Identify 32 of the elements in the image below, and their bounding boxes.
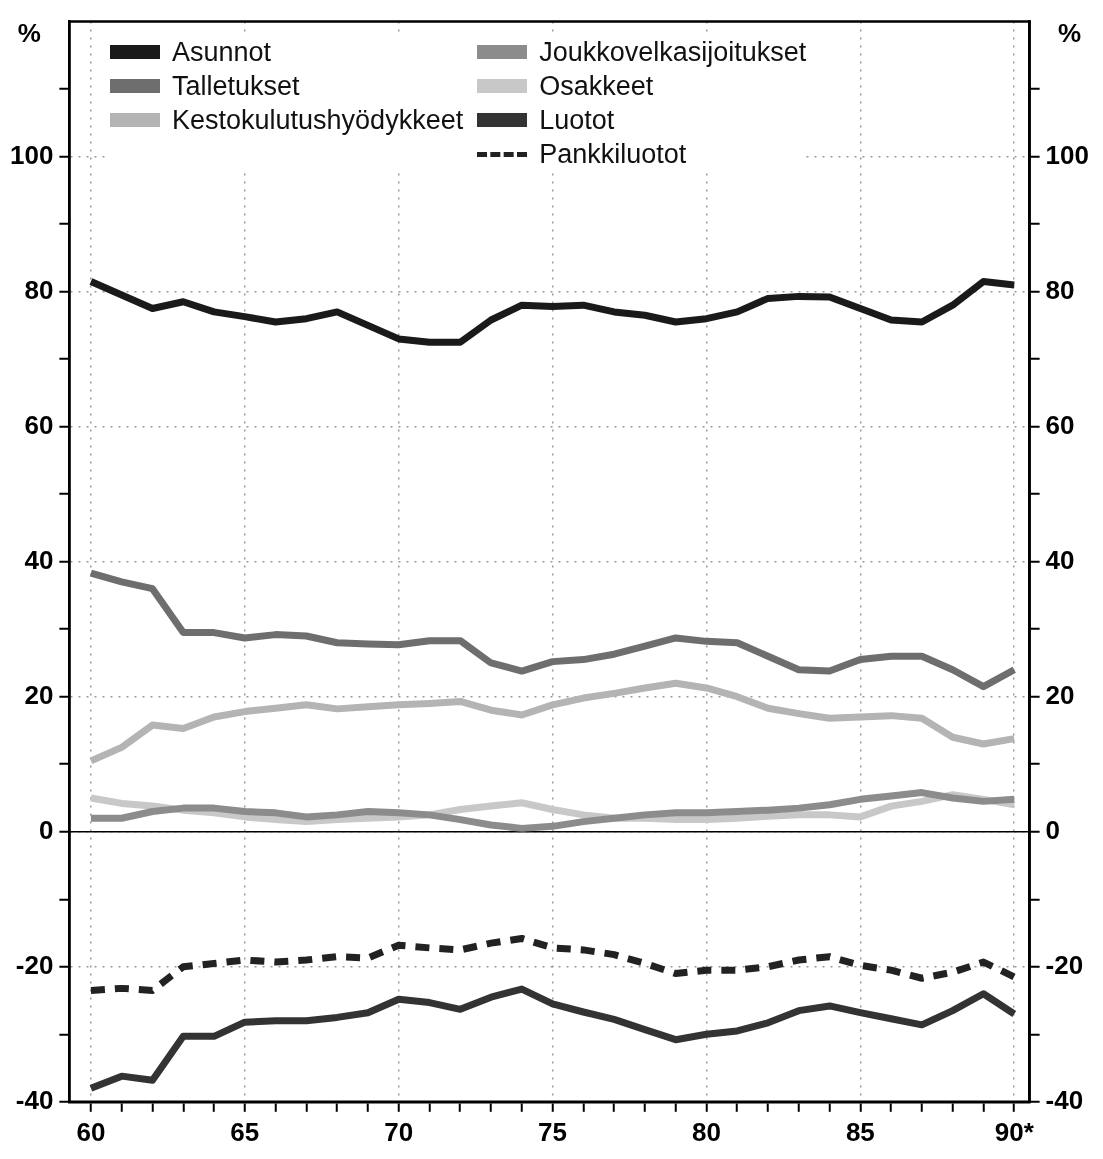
y-tick-label: 100: [9, 139, 54, 170]
x-tick-label: 90*: [994, 1116, 1035, 1147]
y2-axis-title: %: [1058, 18, 1082, 49]
x-tick-label: 60: [76, 1116, 106, 1147]
y2-tick-label: 20: [1045, 679, 1075, 710]
legend-label: Joukkovelkasijoitukset: [539, 36, 807, 68]
legend-label: Osakkeet: [539, 70, 654, 102]
y2-tick-label: 100: [1045, 139, 1090, 170]
y-tick-label: 80: [24, 274, 54, 305]
legend-label: Talletukset: [172, 70, 300, 102]
x-tick-label: 70: [384, 1116, 414, 1147]
legend-label: Asunnot: [172, 36, 272, 68]
y-tick-label: -20: [15, 949, 54, 980]
y2-tick-label: 80: [1045, 274, 1075, 305]
y2-tick-label: 60: [1045, 409, 1075, 440]
x-tick-label: 65: [230, 1116, 260, 1147]
y-tick-label: 0: [38, 814, 54, 845]
x-tick-label: 75: [538, 1116, 568, 1147]
legend-label: Kestokulutushyödykkeet: [172, 104, 464, 136]
y2-tick-label: -40: [1045, 1084, 1084, 1115]
x-tick-label: 80: [692, 1116, 721, 1147]
y-tick-label: 40: [24, 544, 54, 575]
legend-label: Pankkiluotot: [539, 138, 687, 170]
y2-tick-label: 0: [1045, 814, 1061, 845]
x-tick-label: 85: [845, 1116, 875, 1147]
y2-tick-label: -20: [1045, 949, 1084, 980]
y-tick-label: -40: [15, 1084, 54, 1115]
y2-tick-label: 40: [1045, 544, 1075, 575]
y-tick-label: 60: [24, 409, 54, 440]
legend-label: Luotot: [539, 104, 615, 136]
y-axis-title: %: [17, 18, 41, 49]
y-tick-label: 20: [24, 679, 54, 710]
